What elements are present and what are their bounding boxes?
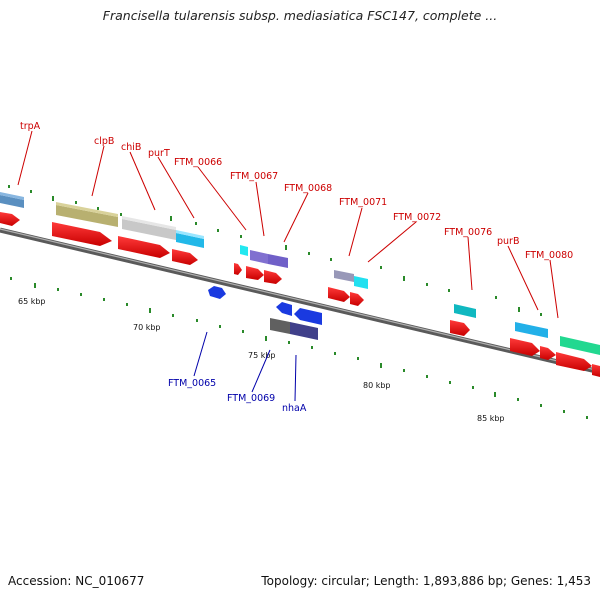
tick-label-80: 80 kbp <box>363 381 391 390</box>
cds-arrow[interactable] <box>510 338 540 356</box>
cds-arrow[interactable] <box>264 270 282 284</box>
gene-block[interactable] <box>208 286 226 299</box>
label-purB: purB <box>497 236 519 247</box>
gene-block[interactable] <box>290 322 318 340</box>
label-purT: purT <box>148 148 170 159</box>
cds-arrow[interactable] <box>118 236 170 258</box>
tick-label-85: 85 kbp <box>477 414 505 423</box>
gene-block[interactable] <box>334 270 354 282</box>
tick-label-70: 70 kbp <box>133 323 161 332</box>
gene-block[interactable] <box>240 245 248 256</box>
label-FTM_0080: FTM_0080 <box>525 250 573 261</box>
label-chiB: chiB <box>121 142 141 153</box>
label-FTM_0067: FTM_0067 <box>230 171 278 182</box>
feature-track-lower <box>208 286 322 340</box>
cds-arrow[interactable] <box>0 212 20 226</box>
gene-block[interactable] <box>294 308 322 325</box>
cds-arrow[interactable] <box>350 292 364 306</box>
label-FTM_0068: FTM_0068 <box>284 183 332 194</box>
label-FTM_0065: FTM_0065 <box>168 378 216 389</box>
tick-label-75: 75 kbp <box>248 351 276 360</box>
outer-tick-track <box>8 185 542 316</box>
inner-tick-track <box>10 277 588 419</box>
cds-arrow[interactable] <box>234 263 242 275</box>
cds-arrow[interactable] <box>592 364 600 377</box>
gene-block[interactable] <box>0 195 24 208</box>
label-FTM_0071: FTM_0071 <box>339 197 387 208</box>
cds-arrow[interactable] <box>450 320 470 336</box>
gene-block[interactable] <box>515 322 548 338</box>
gene-block[interactable] <box>56 205 118 227</box>
genome-summary-text: Topology: circular; Length: 1,893,886 bp… <box>261 574 591 588</box>
gene-block[interactable] <box>454 304 476 318</box>
label-FTM_0076: FTM_0076 <box>444 227 492 238</box>
label-nhaA: nhaA <box>282 403 307 414</box>
tick-label-65: 65 kbp <box>18 297 46 306</box>
accession-text: Accession: NC_010677 <box>8 574 145 588</box>
label-trpA: trpA <box>20 121 41 132</box>
label-FTM_0066: FTM_0066 <box>174 157 222 168</box>
lower-labels <box>193 331 297 402</box>
cds-arrow[interactable] <box>540 346 556 360</box>
gene-block[interactable] <box>354 276 368 289</box>
label-FTM_0069: FTM_0069 <box>227 393 275 404</box>
gene-block[interactable] <box>176 233 204 248</box>
gene-block[interactable] <box>250 250 268 264</box>
cds-arrow[interactable] <box>52 222 112 246</box>
cds-arrow[interactable] <box>246 266 264 280</box>
gene-block[interactable] <box>122 219 176 240</box>
backbone <box>0 227 600 375</box>
cds-track-upper <box>0 212 600 377</box>
gene-block[interactable] <box>276 302 292 316</box>
cds-arrow[interactable] <box>328 287 350 302</box>
feature-track-upper <box>0 192 600 355</box>
gene-block[interactable] <box>270 318 290 334</box>
cds-arrow[interactable] <box>556 352 592 371</box>
label-clpB: clpB <box>94 136 114 147</box>
gene-block[interactable] <box>268 254 288 268</box>
label-FTM_0072: FTM_0072 <box>393 212 441 223</box>
map-title: Francisella tularensis subsp. mediasiati… <box>102 8 498 23</box>
cds-arrow[interactable] <box>172 249 198 265</box>
upper-labels <box>17 130 559 319</box>
gene-block[interactable] <box>560 336 600 355</box>
